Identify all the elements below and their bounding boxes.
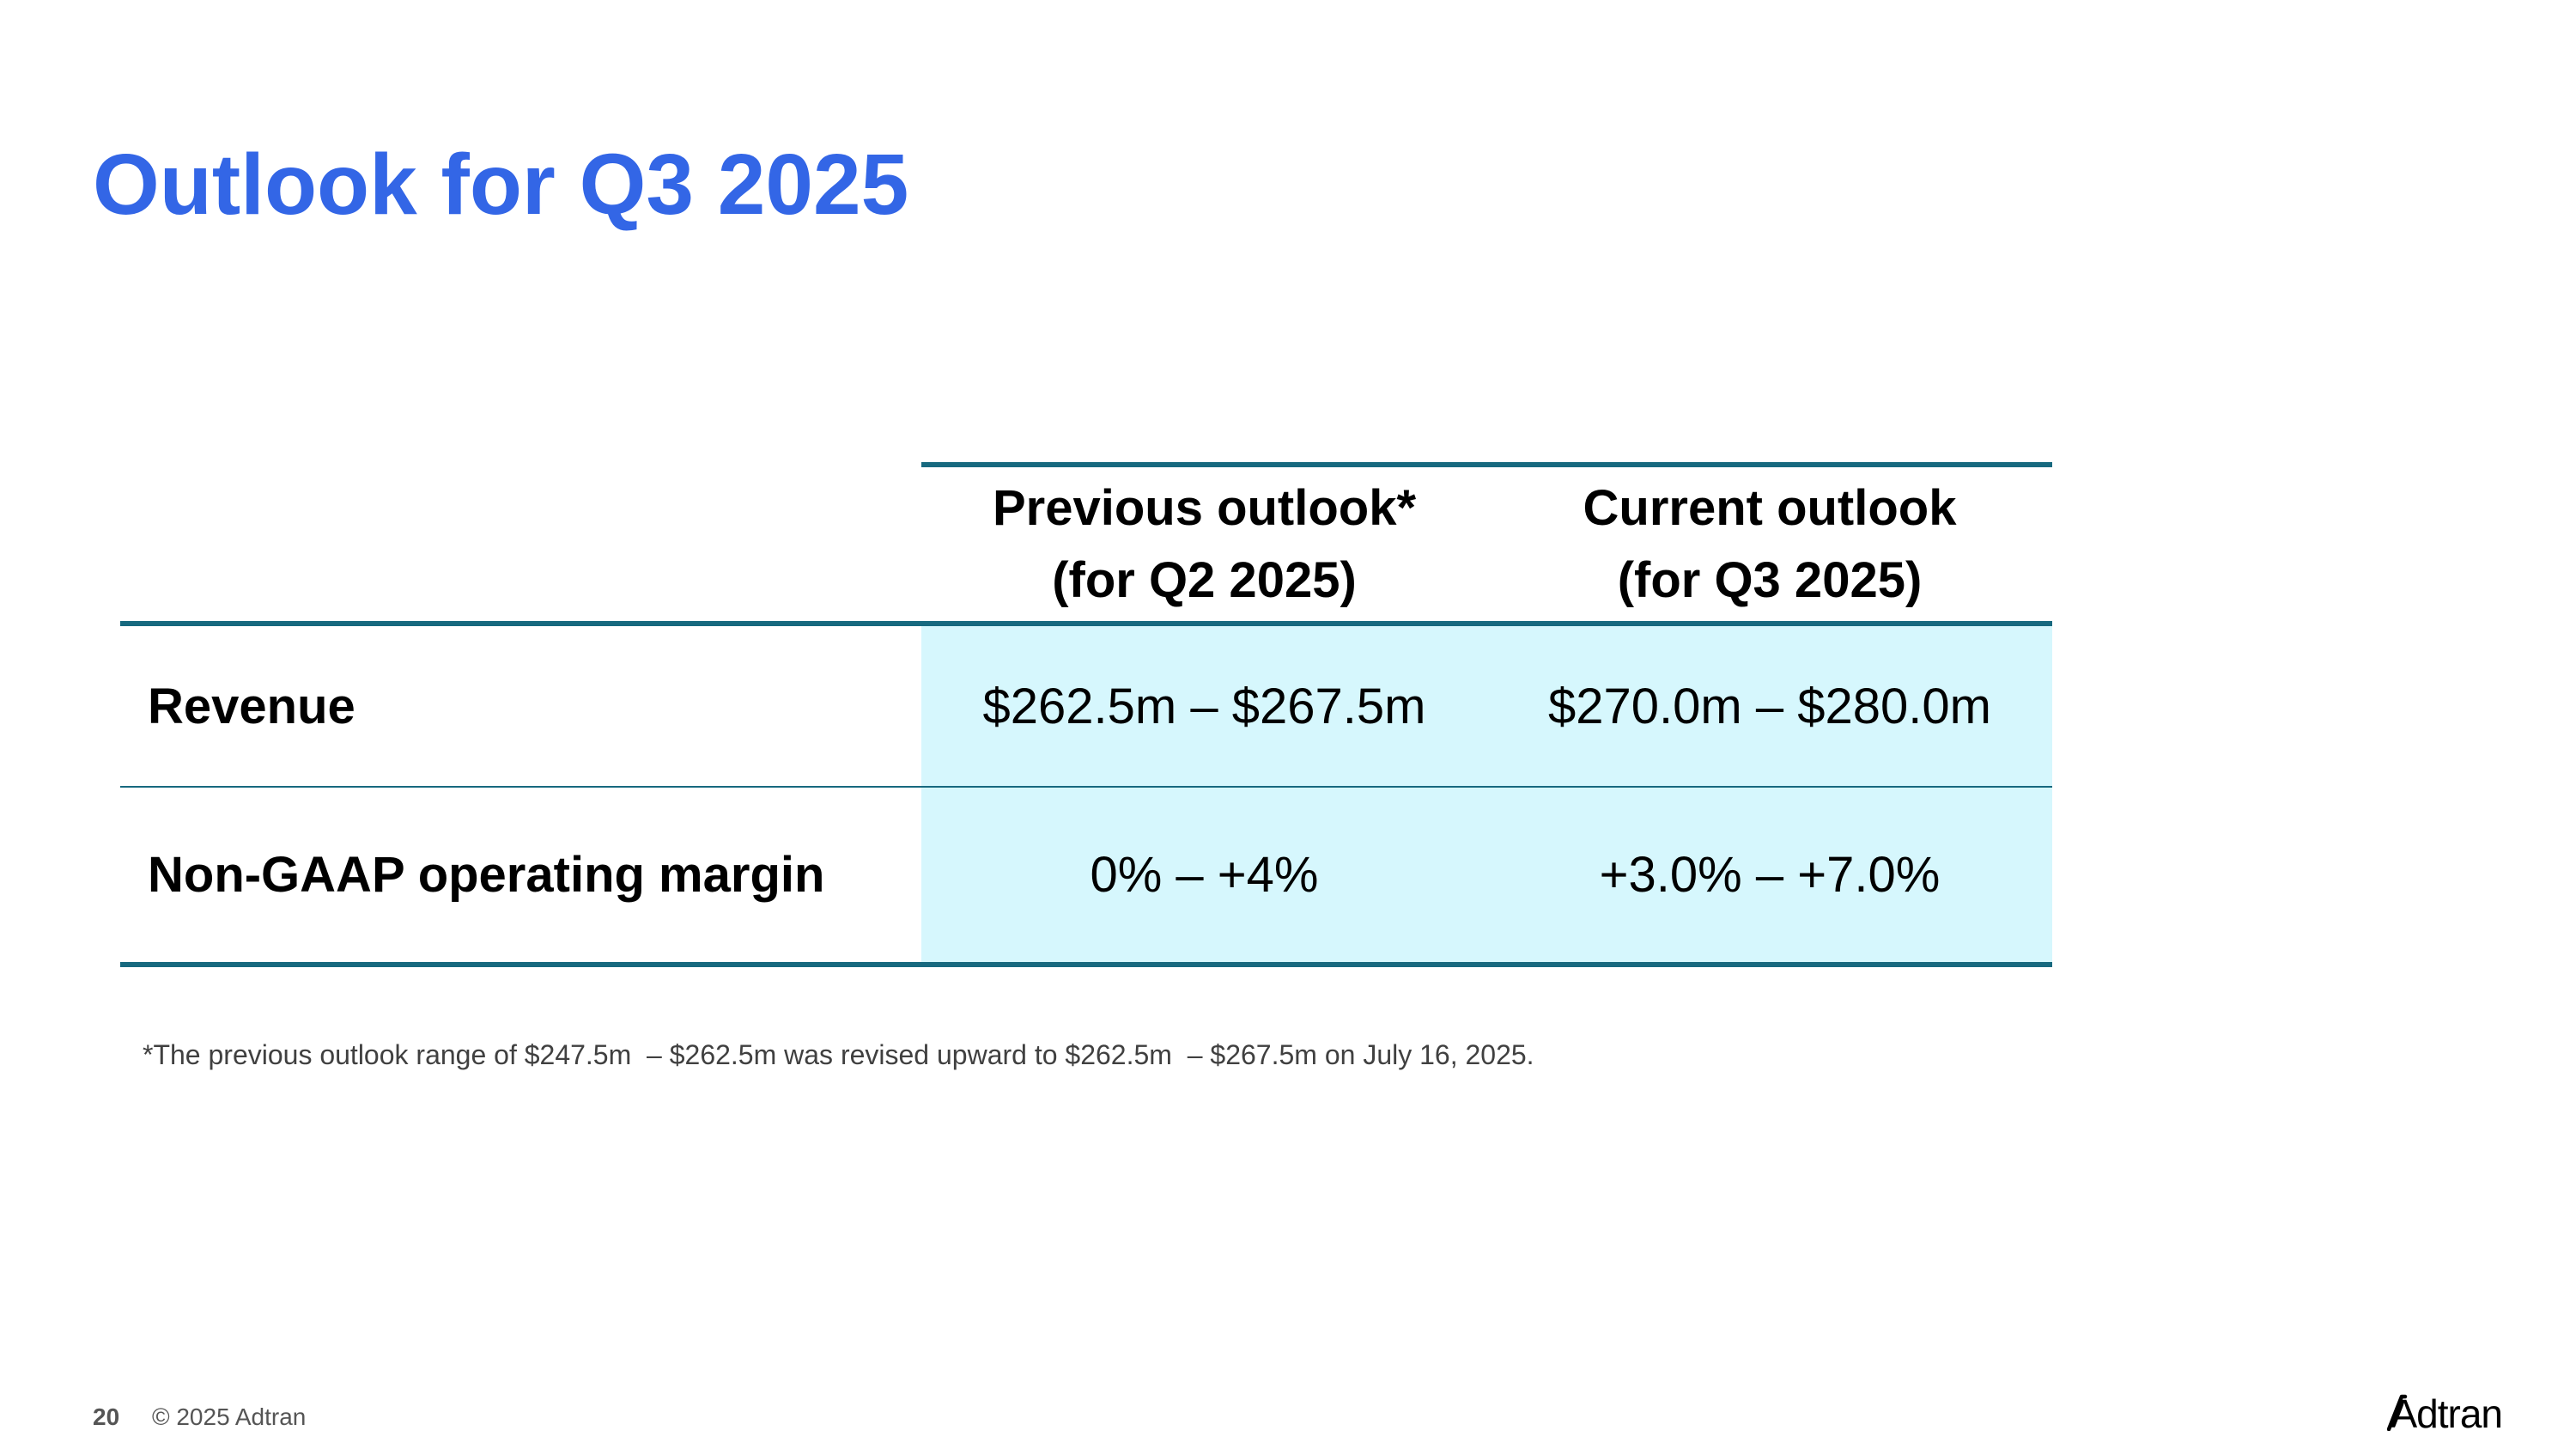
adtran-logo-text: Adtran [2391, 1391, 2503, 1436]
revenue-previous-value: $262.5m – $267.5m [921, 624, 1487, 788]
header-empty-cell [120, 465, 921, 626]
footnote: *The previous outlook range of $247.5m –… [143, 1039, 1534, 1070]
slide-footer: 20 © 2025 Adtran [93, 1403, 306, 1432]
adtran-logo: Adtran [2387, 1390, 2503, 1438]
copyright-text: © 2025 Adtran [151, 1403, 307, 1430]
header-previous-outlook: Previous outlook* (for Q2 2025) [921, 462, 1487, 626]
row-label-revenue: Revenue [120, 624, 921, 788]
table-row-revenue: Revenue $262.5m – $267.5m $270.0m – $280… [120, 624, 2052, 788]
margin-current-value: +3.0% – +7.0% [1487, 787, 2052, 967]
header-current-line2: (for Q3 2025) [1617, 551, 1923, 608]
header-previous-line2: (for Q2 2025) [1052, 551, 1357, 608]
header-current-outlook: Current outlook (for Q3 2025) [1487, 462, 2052, 626]
outlook-table: Previous outlook* (for Q2 2025) Current … [120, 462, 2052, 967]
row-label-operating-margin: Non-GAAP operating margin [120, 787, 921, 967]
margin-previous-value: 0% – +4% [921, 787, 1487, 967]
table-row-operating-margin: Non-GAAP operating margin 0% – +4% +3.0%… [120, 787, 2052, 967]
page-number: 20 [93, 1403, 120, 1430]
revenue-current-value: $270.0m – $280.0m [1487, 624, 2052, 788]
header-current-line1: Current outlook [1583, 479, 1957, 536]
table-header-row: Previous outlook* (for Q2 2025) Current … [120, 462, 2052, 626]
header-previous-line1: Previous outlook* [992, 479, 1417, 536]
adtran-logo-mark-icon [2387, 1394, 2408, 1431]
slide-title: Outlook for Q3 2025 [93, 137, 909, 233]
